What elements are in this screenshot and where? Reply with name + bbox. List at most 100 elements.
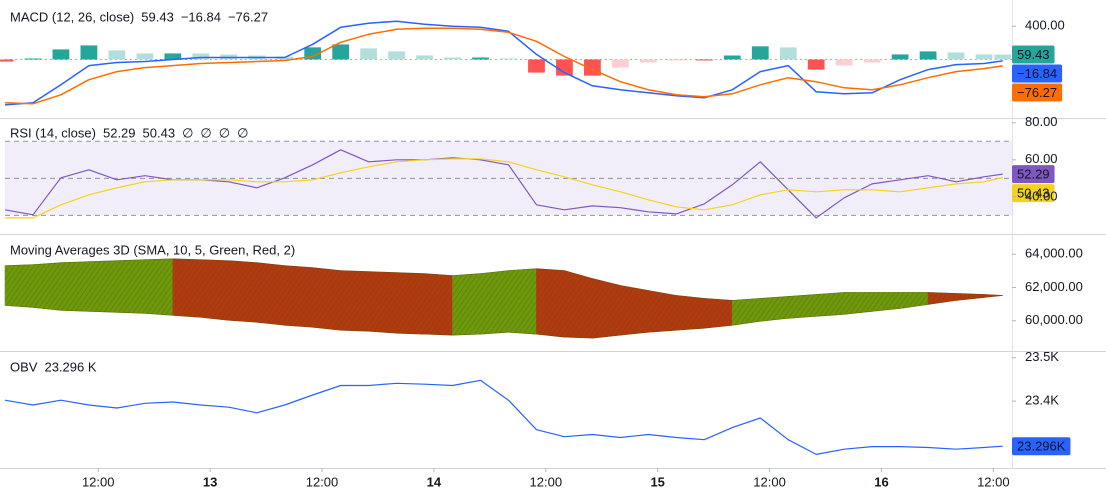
histogram-bar — [360, 48, 378, 60]
price-badge: 52.29 — [1012, 165, 1055, 184]
series-line — [5, 158, 1003, 219]
histogram-bar — [695, 59, 713, 61]
histogram-bar — [528, 59, 545, 73]
pane-title: OBV — [10, 359, 38, 374]
price-badge: 50.43 — [1012, 184, 1055, 203]
price-badge-label: 59.43 — [1017, 47, 1050, 62]
histogram-bar — [136, 53, 154, 60]
price-badge: 23.296K — [1012, 437, 1071, 456]
price-badge: −16.84 — [1012, 64, 1063, 83]
x-tick-label: 16 — [874, 474, 888, 489]
y-tick-label: 400.00 — [1025, 18, 1065, 33]
price-badge-bg — [1012, 64, 1063, 83]
legend-value: −16.84 — [181, 9, 221, 24]
ribbon-segment — [368, 271, 397, 334]
histogram-bar — [164, 53, 182, 60]
x-tick-label: 12:00 — [306, 474, 339, 489]
x-tick-label: 12:00 — [753, 474, 786, 489]
histogram-bar — [500, 58, 517, 60]
legend-value: −76.27 — [228, 9, 268, 24]
histogram-bar — [863, 59, 881, 63]
price-badge-label: 52.29 — [1017, 167, 1050, 182]
ribbon-segment — [284, 265, 313, 328]
histogram-bar — [192, 53, 210, 60]
histogram-bar — [472, 57, 489, 60]
y-tick-label: 60.00 — [1025, 151, 1058, 166]
histogram-bar — [556, 59, 573, 76]
price-badge-bg — [1012, 45, 1055, 64]
ribbon-segment — [396, 272, 425, 335]
price-badge-bg — [1012, 83, 1063, 102]
ribbon-segment — [843, 292, 873, 315]
pane-plot — [0, 20, 1012, 106]
ribbon-segment — [564, 270, 593, 339]
pane-title: RSI (14, close) — [10, 125, 96, 140]
price-badge-label: 23.296K — [1017, 439, 1066, 454]
pane-title: MACD (12, 26, close) — [10, 9, 134, 24]
legend-extra: ∅ — [237, 125, 248, 140]
histogram-bar — [444, 57, 461, 60]
ribbon-segment — [200, 259, 230, 321]
histogram-bar — [332, 44, 350, 60]
ribbon-segment — [116, 259, 146, 314]
histogram-bar — [416, 55, 433, 60]
series-line — [4, 27, 1003, 105]
ribbon-segment — [871, 292, 901, 312]
x-tick-label: 12:00 — [530, 474, 563, 489]
y-tick-label: 23.4K — [1025, 393, 1059, 408]
price-badge-bg — [1012, 165, 1055, 184]
ribbon-segment — [256, 262, 286, 326]
y-tick-label: 62,000.00 — [1025, 279, 1083, 294]
series-line — [4, 20, 1003, 106]
x-tick-label: 13 — [203, 474, 217, 489]
histogram-bar — [108, 50, 126, 60]
ribbon-segment — [508, 268, 537, 335]
ribbon-segment — [4, 264, 34, 308]
pane-plot — [4, 379, 1003, 455]
histogram-bar — [947, 52, 965, 60]
histogram-bar — [667, 59, 685, 61]
price-badge-bg — [1012, 437, 1071, 456]
histogram-bar — [52, 49, 70, 60]
x-tick-label: 12:00 — [977, 474, 1010, 489]
pane-plot — [4, 258, 1003, 339]
histogram-bar — [611, 59, 629, 68]
ribbon-segment — [452, 273, 481, 336]
histogram-bar — [891, 54, 909, 60]
ribbon-segment — [172, 258, 202, 318]
ribbon-segment — [620, 285, 649, 336]
x-tick-label: 15 — [650, 474, 664, 489]
ribbon-segment — [228, 260, 258, 323]
legend-value: 52.29 — [103, 125, 136, 140]
ribbon-segment — [787, 294, 817, 319]
x-tick-label: 14 — [427, 474, 442, 489]
y-tick-label: 40.00 — [1025, 188, 1058, 203]
ribbon-segment — [424, 273, 453, 336]
ribbon-segment — [592, 278, 621, 339]
ribbon-segment — [480, 270, 509, 335]
pane-plot — [4, 140, 1012, 219]
ribbon-segment — [815, 292, 845, 317]
ribbon-segment — [648, 290, 677, 333]
ribbon-segment — [704, 298, 733, 329]
x-tick-label: 12:00 — [82, 474, 115, 489]
histogram-bar — [994, 54, 1012, 60]
price-badge: −76.27 — [1012, 83, 1063, 102]
price-badge-label: −16.84 — [1017, 66, 1057, 81]
ribbon-segment — [32, 262, 62, 311]
ribbon-segment — [340, 270, 369, 332]
ribbon-segment — [536, 268, 565, 338]
histogram-bar — [919, 51, 937, 60]
price-badge-bg — [1012, 184, 1055, 203]
y-tick-label: 80.00 — [1025, 114, 1058, 129]
price-badge-label: −76.27 — [1017, 85, 1057, 100]
series-line — [4, 258, 1003, 301]
ribbon-segment — [144, 258, 174, 316]
price-badge-label: 50.43 — [1017, 186, 1050, 201]
ribbon-segment — [60, 261, 90, 312]
legend-extra: ∅ — [219, 125, 230, 140]
pane-title: Moving Averages 3D (SMA, 10, 5, Green, R… — [10, 242, 295, 257]
